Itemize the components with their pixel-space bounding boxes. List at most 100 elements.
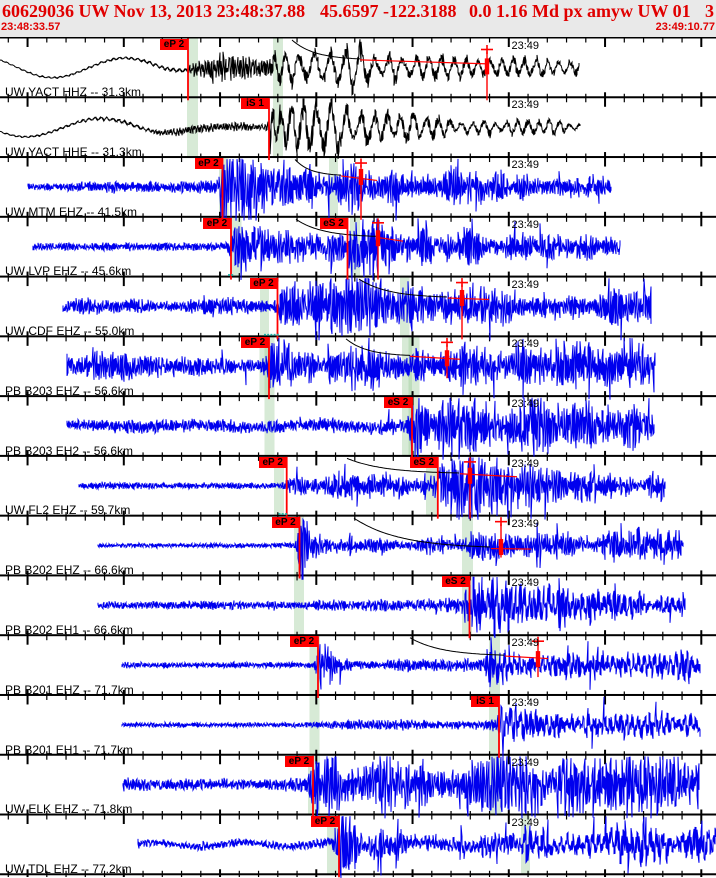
major-tick <box>26 749 29 765</box>
minor-tick <box>488 691 491 700</box>
minor-tick <box>103 213 106 222</box>
coda-decay-curve <box>358 278 448 298</box>
phase-pick-flag[interactable]: eP 2 <box>271 516 300 528</box>
coda-marker-bar[interactable] <box>535 651 541 668</box>
minor-tick <box>7 392 9 402</box>
phase-pick-flag[interactable]: eP 2 <box>194 158 223 170</box>
minor-tick <box>488 751 491 760</box>
arrival-window-band <box>400 277 410 337</box>
phase-pick-flag[interactable]: eP 2 <box>258 456 287 468</box>
major-tick <box>26 450 29 466</box>
major-tick <box>26 37 29 47</box>
major-tick <box>604 869 607 877</box>
minor-tick <box>200 273 202 282</box>
minor-tick <box>180 93 183 103</box>
major-tick <box>122 570 125 585</box>
major-tick <box>604 749 607 765</box>
minor-tick <box>527 811 529 820</box>
major-tick <box>315 510 318 526</box>
minor-tick <box>238 213 240 222</box>
phase-pick-flag[interactable]: eS 2 <box>319 217 348 229</box>
phase-pick-flag[interactable]: eS 2 <box>441 576 470 588</box>
phase-pick-flag[interactable]: eP 2 <box>241 337 269 349</box>
minor-tick <box>642 37 645 43</box>
minor-tick <box>488 37 491 43</box>
minor-tick <box>431 870 433 877</box>
minor-tick <box>180 811 183 820</box>
minor-tick <box>84 691 86 700</box>
minor-tick <box>546 452 548 461</box>
minor-tick <box>450 631 452 641</box>
coda-marker-bar[interactable] <box>375 230 381 247</box>
coda-marker-bar[interactable] <box>444 350 450 367</box>
minor-tick <box>200 37 202 43</box>
minor-tick <box>662 332 664 342</box>
minor-tick <box>565 37 568 43</box>
major-tick <box>26 271 29 287</box>
phase-pick-flag[interactable]: eP 2 <box>311 815 339 827</box>
minor-tick <box>431 751 433 760</box>
major-tick <box>604 331 607 346</box>
phase-pick-flag[interactable]: eS 2 <box>384 397 412 409</box>
minor-tick <box>662 213 664 222</box>
minor-tick <box>642 751 645 760</box>
minor-tick <box>527 153 529 163</box>
phase-pick-flag[interactable]: eS 2 <box>409 456 438 468</box>
minor-tick <box>392 452 394 461</box>
major-tick <box>700 630 703 645</box>
major-tick <box>315 391 318 406</box>
phase-pick-flag[interactable]: eP 2 <box>203 217 231 229</box>
phase-pick-flag[interactable]: iS 1 <box>241 98 269 110</box>
coda-marker-bar[interactable] <box>459 289 465 306</box>
major-tick <box>315 450 318 466</box>
row-axis-line <box>0 753 716 756</box>
minor-tick <box>354 392 356 402</box>
minor-tick <box>296 811 298 820</box>
minor-tick <box>7 751 9 760</box>
minor-tick <box>527 751 529 760</box>
coda-decay-curve <box>291 39 361 60</box>
minor-tick <box>65 37 67 43</box>
minor-tick <box>546 392 548 402</box>
minor-tick <box>431 213 433 222</box>
minor-tick <box>334 392 337 402</box>
minor-tick <box>7 452 9 461</box>
minor-tick <box>257 512 260 521</box>
minor-tick <box>65 93 67 103</box>
minor-tick <box>7 93 9 103</box>
minor-tick <box>238 691 240 700</box>
coda-marker-bar[interactable] <box>484 58 490 75</box>
phase-pick-flag[interactable]: eP 2 <box>285 755 313 767</box>
minor-tick <box>46 512 48 521</box>
major-tick <box>700 689 703 705</box>
minor-tick <box>200 571 202 581</box>
amplitude-tick <box>276 333 279 336</box>
coda-marker-bar[interactable] <box>498 539 504 556</box>
minor-tick <box>662 37 664 43</box>
minor-tick <box>623 153 625 163</box>
minor-tick <box>277 213 279 222</box>
minor-tick <box>392 93 394 103</box>
minor-tick <box>296 93 298 103</box>
minor-tick <box>161 512 163 521</box>
minor-tick <box>373 392 375 402</box>
major-tick <box>411 510 414 526</box>
major-tick <box>411 331 414 346</box>
coda-marker-bar[interactable] <box>358 168 364 185</box>
major-tick <box>219 92 222 107</box>
coda-marker-bar[interactable] <box>467 467 473 484</box>
minor-tick <box>84 37 86 43</box>
minor-tick <box>180 870 183 877</box>
minor-tick <box>334 37 337 43</box>
minor-tick <box>488 631 491 641</box>
minor-tick <box>354 571 356 581</box>
coda-decay-curve <box>353 517 491 548</box>
phase-pick-flag[interactable]: eP 2 <box>290 636 318 648</box>
phase-pick-flag[interactable]: eP 2 <box>249 277 278 289</box>
minor-tick <box>200 811 202 820</box>
phase-pick-flag[interactable]: iS 1 <box>471 695 499 707</box>
phase-pick-flag[interactable]: eP 2 <box>160 38 188 50</box>
minor-tick <box>46 751 48 760</box>
minor-tick <box>142 452 144 461</box>
